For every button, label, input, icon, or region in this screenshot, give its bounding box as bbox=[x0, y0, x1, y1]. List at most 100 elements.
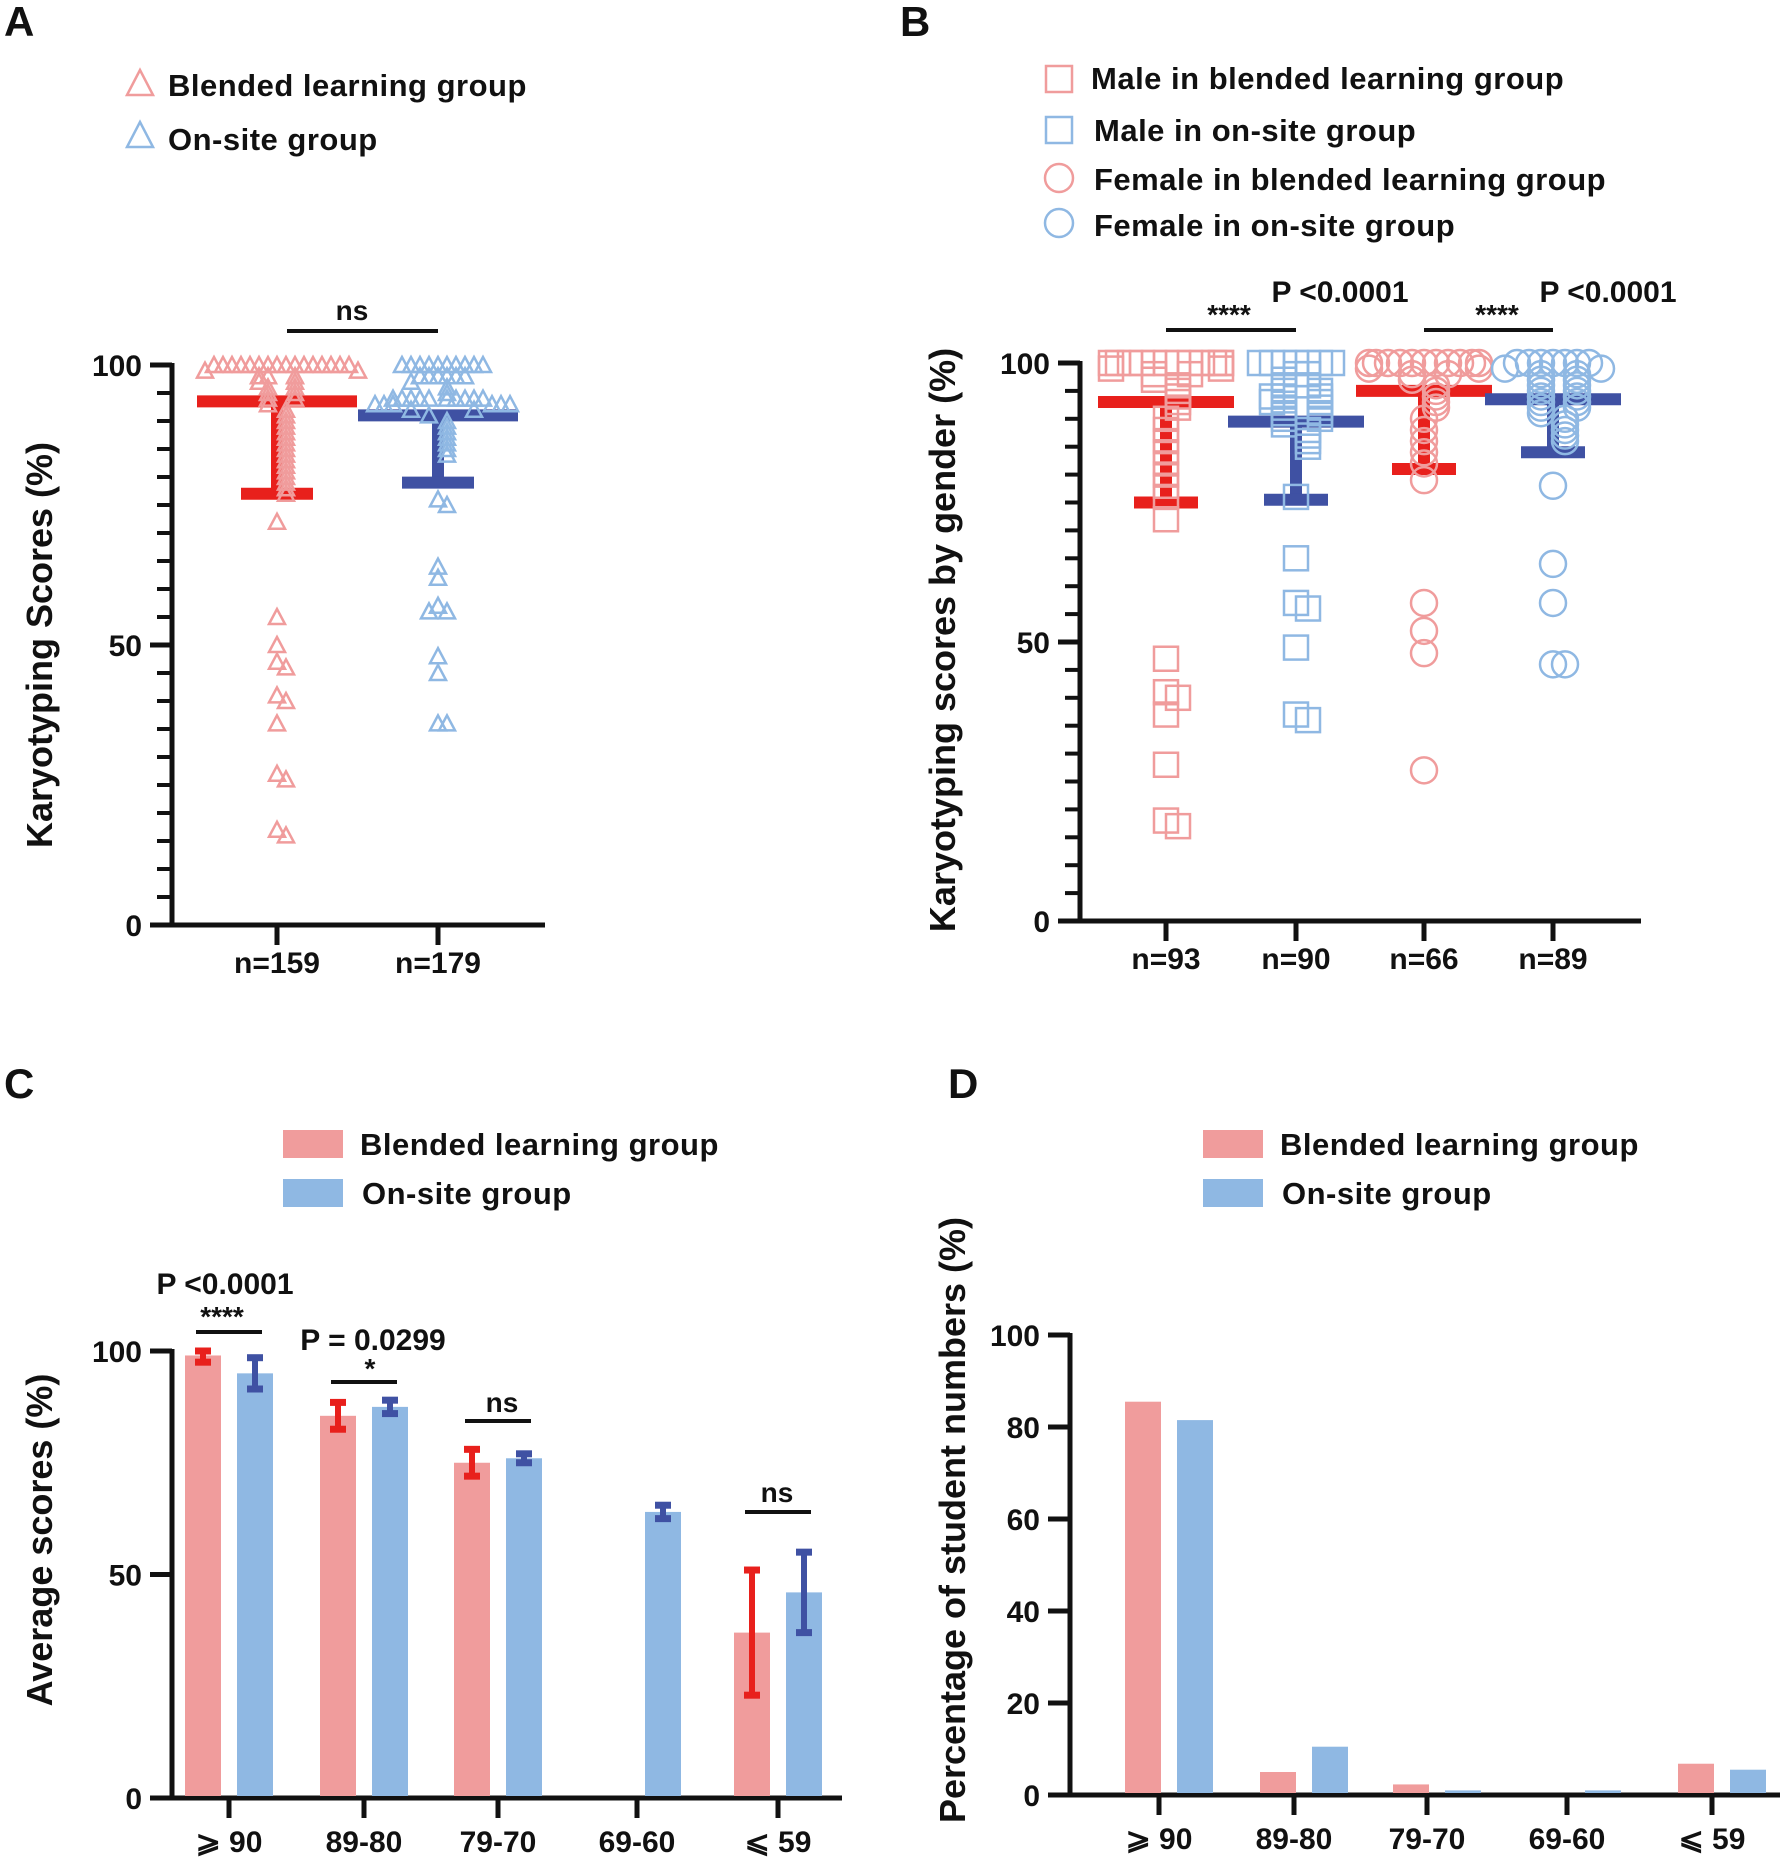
y-tick-label: 50 bbox=[109, 1560, 142, 1593]
legend-label: Female in blended learning group bbox=[1094, 162, 1606, 197]
legend-label: Male in blended learning group bbox=[1091, 61, 1564, 96]
data-point bbox=[1294, 433, 1322, 460]
data-point bbox=[266, 819, 288, 839]
data-point bbox=[436, 443, 458, 463]
x-tick-label: ⩽ 59 bbox=[1679, 1823, 1746, 1856]
data-point bbox=[1550, 426, 1580, 456]
legend-swatch-blended bbox=[1203, 1130, 1263, 1158]
data-point bbox=[427, 645, 449, 665]
data-point bbox=[275, 824, 297, 844]
legend-label: On-site group bbox=[1282, 1176, 1492, 1211]
data-point bbox=[1152, 645, 1180, 672]
data-point bbox=[1152, 751, 1180, 779]
data-point bbox=[1097, 349, 1125, 377]
data-point bbox=[427, 555, 449, 575]
significance-label-c4: ns bbox=[761, 1477, 794, 1508]
y-tick-label: 0 bbox=[1033, 906, 1050, 939]
y-tick-label: 0 bbox=[125, 1783, 142, 1816]
data-point bbox=[275, 690, 297, 710]
data-point bbox=[1538, 549, 1568, 579]
data-point bbox=[257, 393, 279, 413]
data-point bbox=[499, 393, 521, 413]
data-point bbox=[275, 483, 297, 503]
y-axis-title-a: Karyotyping Scores (%) bbox=[19, 442, 60, 848]
data-point bbox=[1152, 701, 1180, 728]
panel-label-d: D bbox=[948, 1060, 978, 1107]
data-point bbox=[266, 511, 288, 531]
data-point bbox=[1457, 348, 1487, 378]
bar bbox=[1730, 1769, 1766, 1793]
data-point bbox=[391, 354, 413, 374]
data-point bbox=[436, 432, 458, 452]
legend-swatch-onsite bbox=[283, 1179, 343, 1207]
y-tick-label: 100 bbox=[92, 1336, 142, 1369]
data-point bbox=[436, 600, 458, 620]
data-point bbox=[248, 371, 270, 391]
y-tick-label: 50 bbox=[109, 630, 142, 663]
data-point bbox=[1282, 634, 1310, 661]
legend-square-onsite-icon bbox=[1044, 115, 1074, 145]
data-point bbox=[257, 387, 279, 407]
data-point bbox=[1409, 616, 1439, 646]
data-point bbox=[284, 382, 306, 402]
x-tick-label: 89-80 bbox=[326, 1826, 403, 1859]
data-point bbox=[1207, 349, 1235, 377]
x-tick-label: n=159 bbox=[234, 947, 320, 980]
data-point bbox=[1373, 348, 1403, 378]
data-point bbox=[436, 494, 458, 514]
x-tick-label: 79-70 bbox=[1389, 1823, 1466, 1856]
data-point bbox=[427, 488, 449, 508]
data-point bbox=[418, 600, 440, 620]
y-axis-title-b: Karyotyping scores by gender (%) bbox=[922, 348, 963, 932]
x-tick-label: ⩽ 59 bbox=[745, 1826, 812, 1859]
p-value-c1: P <0.0001 bbox=[156, 1268, 293, 1301]
legend-label: Blended learning group bbox=[360, 1127, 719, 1162]
x-tick-label: n=179 bbox=[395, 947, 481, 980]
legend-c: Blended learning group On-site group bbox=[283, 1127, 719, 1211]
data-point bbox=[347, 359, 369, 379]
y-tick-label: 100 bbox=[990, 1320, 1040, 1353]
data-point bbox=[427, 662, 449, 682]
panel-label-b: B bbox=[900, 0, 930, 45]
x-tick-label: ⩾ 90 bbox=[196, 1826, 263, 1859]
x-tick-label: n=93 bbox=[1131, 943, 1200, 976]
data-point bbox=[257, 382, 279, 402]
p-value-c2: P = 0.0299 bbox=[300, 1324, 445, 1357]
data-point bbox=[1207, 355, 1235, 382]
x-tick-label: 89-80 bbox=[1256, 1823, 1333, 1856]
data-point bbox=[1354, 348, 1384, 378]
panel-label-c: C bbox=[4, 1060, 34, 1107]
y-axis-title-c: Average scores (%) bbox=[19, 1374, 60, 1707]
data-point bbox=[463, 399, 485, 419]
data-point bbox=[427, 595, 449, 615]
data-point bbox=[284, 376, 306, 396]
data-point bbox=[427, 567, 449, 587]
bar bbox=[320, 1415, 356, 1796]
data-point bbox=[1164, 812, 1192, 840]
data-point bbox=[1538, 471, 1568, 501]
legend-square-blended-icon bbox=[1044, 64, 1074, 94]
data-point bbox=[194, 359, 216, 379]
legend-label: On-site group bbox=[362, 1176, 572, 1211]
data-point bbox=[1294, 706, 1322, 734]
data-point bbox=[418, 404, 440, 424]
data-point bbox=[472, 354, 494, 374]
legend-label: Blended learning group bbox=[1280, 1127, 1639, 1162]
bar bbox=[454, 1462, 490, 1796]
legend-b: Male in blended learning group Male in o… bbox=[1043, 61, 1606, 243]
bar bbox=[1393, 1784, 1429, 1793]
data-point bbox=[266, 763, 288, 783]
x-tick-label: 79-70 bbox=[460, 1826, 537, 1859]
data-point bbox=[1490, 354, 1520, 383]
data-point bbox=[436, 438, 458, 458]
y-tick-label: 80 bbox=[1007, 1412, 1040, 1445]
data-point bbox=[436, 712, 458, 732]
legend-d: Blended learning group On-site group bbox=[1203, 1127, 1639, 1211]
x-tick-label: 69-60 bbox=[599, 1826, 676, 1859]
data-point bbox=[275, 656, 297, 676]
significance-label-b2: **** bbox=[1475, 299, 1519, 330]
data-point bbox=[1097, 355, 1125, 382]
bar bbox=[1177, 1420, 1213, 1793]
bar bbox=[1445, 1790, 1481, 1793]
